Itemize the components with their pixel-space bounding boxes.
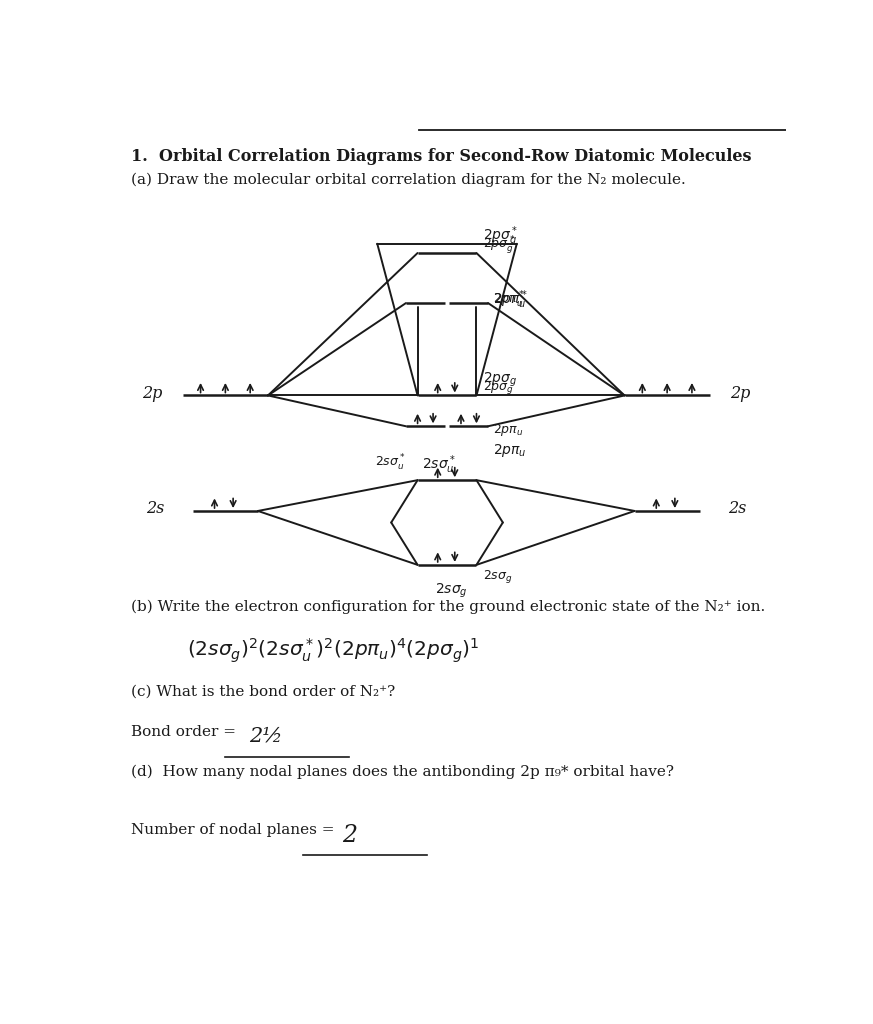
Text: Number of nodal planes =: Number of nodal planes = xyxy=(131,823,340,837)
Text: (b) Write the electron configuration for the ground electronic state of the N₂⁺ : (b) Write the electron configuration for… xyxy=(131,599,765,614)
Text: 1.  Orbital Correlation Diagrams for Second-Row Diatomic Molecules: 1. Orbital Correlation Diagrams for Seco… xyxy=(131,147,752,165)
Text: (a) Draw the molecular orbital correlation diagram for the N₂ molecule.: (a) Draw the molecular orbital correlati… xyxy=(131,172,685,186)
Text: 2p: 2p xyxy=(141,385,162,401)
Text: $2p\sigma_g^*$: $2p\sigma_g^*$ xyxy=(483,224,519,249)
Text: $2p\sigma_g^*$: $2p\sigma_g^*$ xyxy=(483,234,515,256)
Text: $2p\sigma_g$: $2p\sigma_g$ xyxy=(483,379,513,396)
Text: 2p: 2p xyxy=(731,385,751,401)
Text: 2½: 2½ xyxy=(249,727,282,745)
Text: $2p\sigma_g$: $2p\sigma_g$ xyxy=(483,371,517,389)
Text: 2s: 2s xyxy=(728,500,746,517)
Text: $2s\sigma_g$: $2s\sigma_g$ xyxy=(435,582,467,600)
Text: Bond order =: Bond order = xyxy=(131,725,241,739)
Text: $2p\pi_u^*$: $2p\pi_u^*$ xyxy=(492,289,528,311)
Text: $2p\pi_u^*$: $2p\pi_u^*$ xyxy=(492,290,525,310)
Text: $2s\sigma_u^*$: $2s\sigma_u^*$ xyxy=(423,454,457,476)
Text: $2s\sigma_u^*$: $2s\sigma_u^*$ xyxy=(375,454,406,473)
Text: $2p\pi_u$: $2p\pi_u$ xyxy=(492,422,523,438)
Text: (c) What is the bond order of N₂⁺?: (c) What is the bond order of N₂⁺? xyxy=(131,684,395,698)
Text: $2s\sigma_g$: $2s\sigma_g$ xyxy=(483,568,512,585)
Text: (d)  How many nodal planes does the antibonding 2p π₉* orbital have?: (d) How many nodal planes does the antib… xyxy=(131,765,674,779)
Text: $(2s\sigma_g)^2(2s\sigma_u^*)^2(2p\pi_u)^4(2p\sigma_g)^1$: $(2s\sigma_g)^2(2s\sigma_u^*)^2(2p\pi_u)… xyxy=(187,637,479,665)
Text: $2p\pi_u$: $2p\pi_u$ xyxy=(492,441,526,459)
Text: 2: 2 xyxy=(341,824,357,847)
Text: 2s: 2s xyxy=(147,500,165,517)
